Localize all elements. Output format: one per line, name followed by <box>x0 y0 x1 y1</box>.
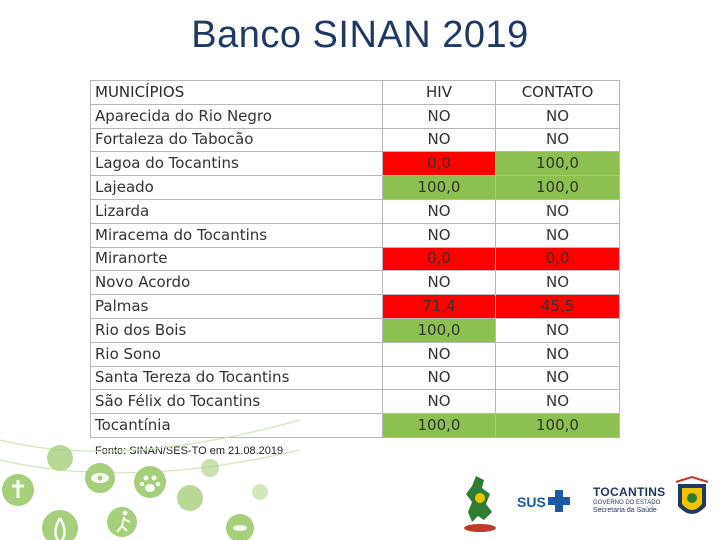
table-row: Miranorte 0,0 0,0 <box>90 246 620 272</box>
municipio-cell: Santa Tereza do Tocantins <box>90 365 383 391</box>
hiv-cell: NO <box>382 198 496 224</box>
table-row: Palmas 71,4 45,5 <box>90 294 620 319</box>
contato-cell: NO <box>495 389 620 415</box>
contato-cell: 100,0 <box>495 175 620 200</box>
table-row: Lajeado 100,0 100,0 <box>90 175 620 200</box>
hiv-cell: NO <box>382 103 496 129</box>
header-municipios: MUNICÍPIOS <box>90 80 383 105</box>
hiv-cell: NO <box>382 270 496 296</box>
hiv-cell: NO <box>382 389 496 415</box>
hiv-cell: 100,0 <box>382 175 496 200</box>
contato-cell: NO <box>495 103 620 129</box>
logo-area: SUS TOCANTINS GOVERNO DO ESTADO Secretar… <box>450 470 720 540</box>
slide-title: Banco SINAN 2019 <box>191 14 529 56</box>
data-table: MUNICÍPIOS HIV CONTATO Aparecida do Rio … <box>90 80 620 438</box>
municipio-cell: Lajeado <box>90 175 383 200</box>
municipio-cell: Lagoa do Tocantins <box>90 151 383 177</box>
contato-cell: 0,0 <box>495 246 620 272</box>
awareness-ribbon-icon <box>42 510 78 540</box>
state-government: GOVERNO DO ESTADO <box>593 500 661 506</box>
table-row: Tocantínia 100,0 100,0 <box>90 413 620 438</box>
table-header-row: MUNICÍPIOS HIV CONTATO <box>90 80 620 105</box>
sus-logo-text: SUS <box>517 494 546 510</box>
municipio-cell: Fortaleza do Tabocão <box>90 127 383 153</box>
hiv-cell: 71,4 <box>382 294 496 319</box>
municipio-cell: Miranorte <box>90 246 383 272</box>
municipio-cell: Lizarda <box>90 198 383 224</box>
contato-cell: NO <box>495 127 620 153</box>
paw-icon <box>134 466 166 498</box>
municipio-cell: Novo Acordo <box>90 270 383 296</box>
state-logo-text: TOCANTINS GOVERNO DO ESTADO Secretaria d… <box>593 486 665 514</box>
table-row: Lizarda NO NO <box>90 198 620 224</box>
header-hiv: HIV <box>382 80 496 105</box>
municipio-cell: Rio Sono <box>90 341 383 367</box>
hiv-cell: 0,0 <box>382 151 496 177</box>
contato-cell: 100,0 <box>495 151 620 177</box>
sus-cross-icon <box>548 490 570 512</box>
hiv-cell: NO <box>382 365 496 391</box>
municipio-cell: Miracema do Tocantins <box>90 222 383 248</box>
contato-cell: NO <box>495 365 620 391</box>
coat-of-arms-icon <box>675 476 709 514</box>
contato-cell: NO <box>495 270 620 296</box>
hiv-cell: 0,0 <box>382 246 496 272</box>
table-row: Rio Sono NO NO <box>90 341 620 367</box>
hiv-cell: 100,0 <box>382 413 496 438</box>
contato-cell: NO <box>495 341 620 367</box>
municipio-cell: Rio dos Bois <box>90 317 383 343</box>
state-map-logo-icon <box>464 476 496 532</box>
table-row: Rio dos Bois 100,0 NO <box>90 317 620 343</box>
state-name: TOCANTINS <box>593 485 666 499</box>
municipio-cell: Palmas <box>90 294 383 319</box>
table-row: Novo Acordo NO NO <box>90 270 620 296</box>
table-row: Lagoa do Tocantins 0,0 100,0 <box>90 151 620 177</box>
municipio-cell: Tocantínia <box>90 413 383 438</box>
source-note: Fonte: SINAN/SES-TO em 21.08.2019 <box>95 445 284 457</box>
contato-cell: NO <box>495 198 620 224</box>
table-row: Aparecida do Rio Negro NO NO <box>90 103 620 129</box>
contato-cell: NO <box>495 317 620 343</box>
table-row: Miracema do Tocantins NO NO <box>90 222 620 248</box>
contato-cell: 100,0 <box>495 413 620 438</box>
hiv-cell: NO <box>382 341 496 367</box>
hiv-cell: NO <box>382 222 496 248</box>
header-contato: CONTATO <box>495 80 620 105</box>
table-row: Fortaleza do Tabocão NO NO <box>90 127 620 153</box>
health-icons-decoration <box>0 419 300 540</box>
contato-cell: NO <box>495 222 620 248</box>
municipio-cell: Aparecida do Rio Negro <box>90 103 383 129</box>
hiv-cell: NO <box>382 127 496 153</box>
table-row: São Félix do Tocantins NO NO <box>90 389 620 415</box>
table-body: MUNICÍPIOS HIV CONTATO Aparecida do Rio … <box>90 80 620 438</box>
hiv-cell: 100,0 <box>382 317 496 343</box>
municipio-cell: São Félix do Tocantins <box>90 389 383 415</box>
state-secretaria: Secretaria da Saúde <box>593 507 657 514</box>
contato-cell: 45,5 <box>495 294 620 319</box>
